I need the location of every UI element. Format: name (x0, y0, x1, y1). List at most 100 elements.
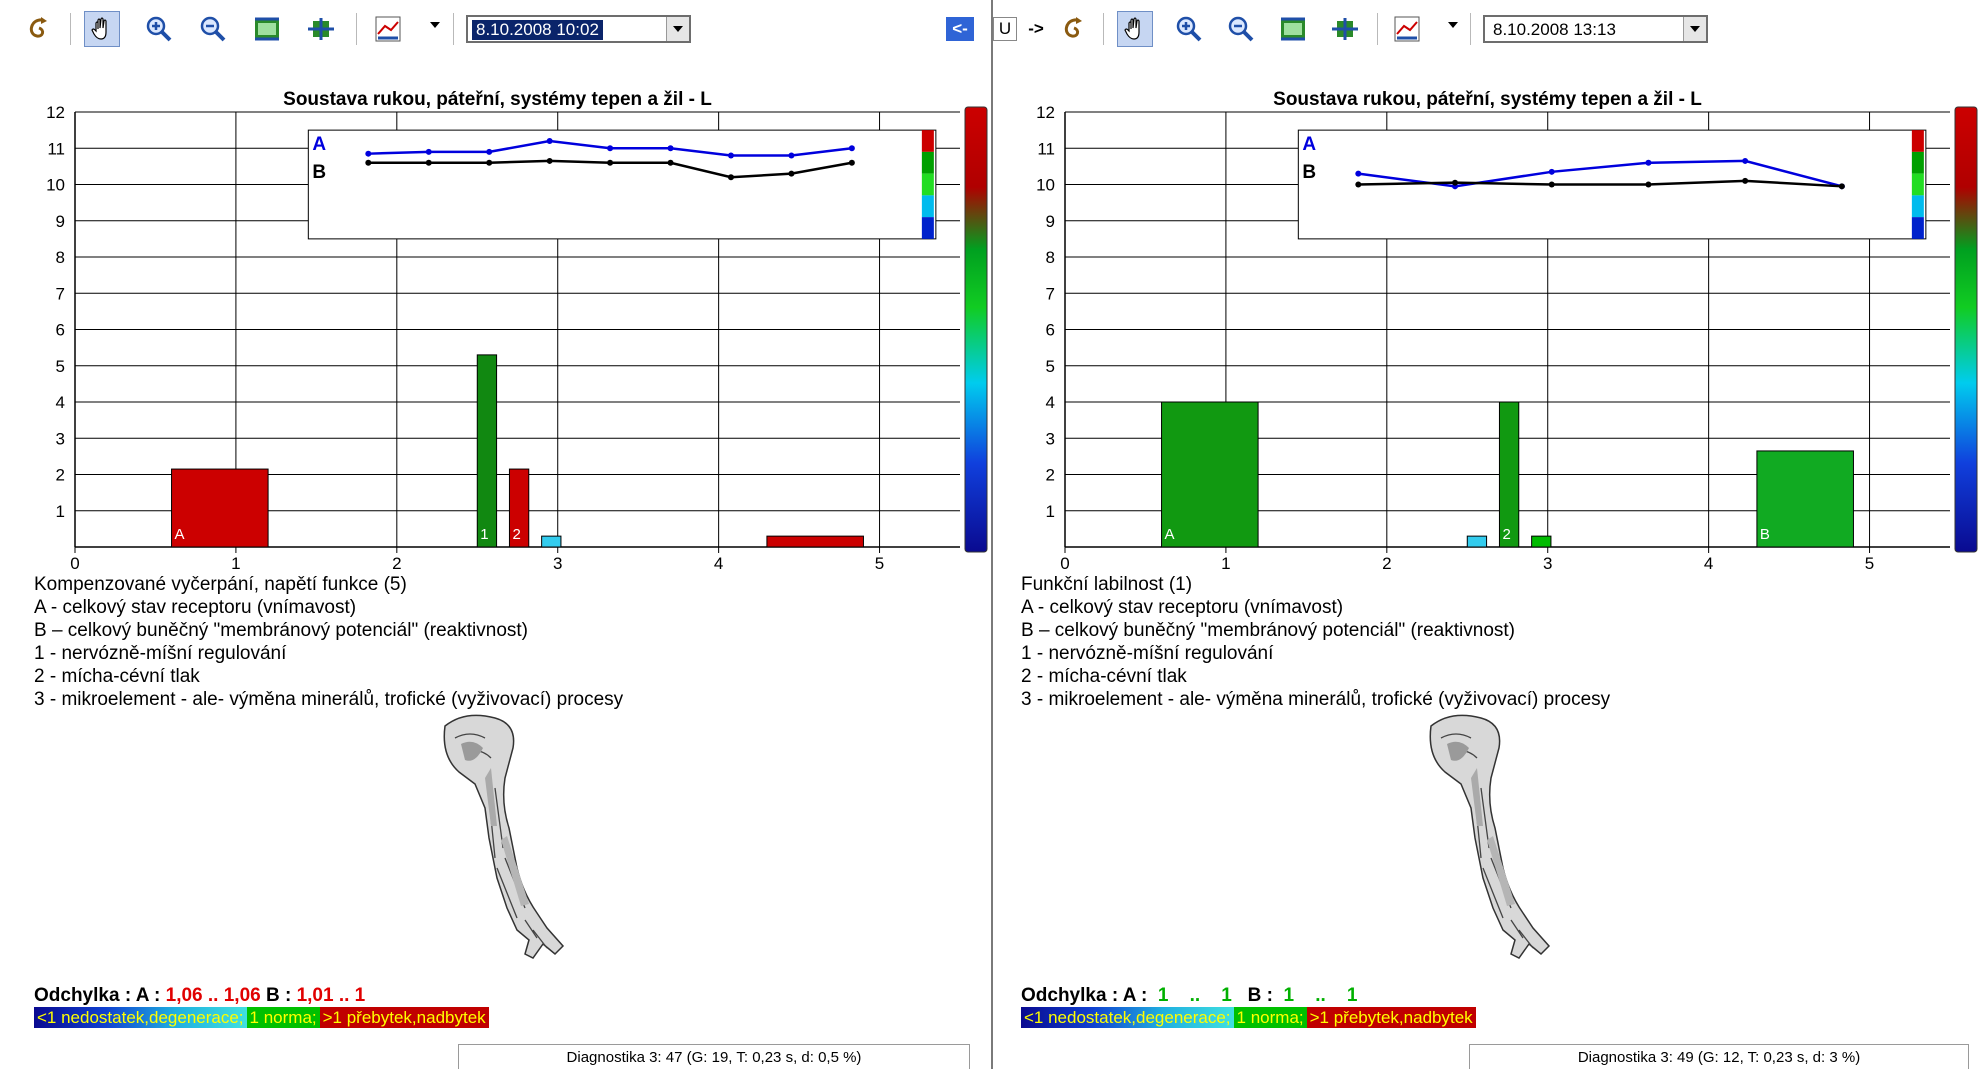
inset-point (788, 170, 795, 177)
y-tick-label: 9 (1046, 212, 1055, 231)
legend-high: >1 přebytek,nadbytek (319, 1007, 489, 1028)
right-datetime-value: 8.10.2008 13:13 (1493, 20, 1616, 39)
undo-icon[interactable] (1055, 11, 1091, 47)
right-deviation-b-label: B : (1231, 985, 1273, 1006)
x-tick-label: 1 (231, 554, 240, 570)
right-datetime-select[interactable]: 8.10.2008 13:13 (1483, 15, 1708, 43)
left-line-a: A - celkový stav receptoru (vnímavost) (34, 597, 357, 618)
inset-point (1452, 179, 1459, 186)
inset-point (1548, 168, 1555, 175)
right-pane: U -> 8.10.2008 13:13 So (993, 0, 1980, 1069)
left-deviation-b: 1,01 .. 1 (291, 985, 366, 1006)
chevron-down-icon[interactable] (666, 17, 689, 41)
y-tick-label: 12 (1036, 103, 1055, 122)
x-tick-label: 2 (392, 554, 401, 570)
left-chart: Soustava rukou, páteřní, systémy tepen a… (0, 85, 991, 570)
bar (476, 354, 498, 548)
legend-high: >1 přebytek,nadbytek (1306, 1007, 1476, 1028)
inset-colorbar-segment (1911, 195, 1924, 218)
y-tick-label: 2 (1046, 466, 1055, 485)
fit-horizontal-icon[interactable] (303, 11, 339, 47)
inset-point (1742, 177, 1749, 184)
y-tick-label: 5 (1046, 357, 1055, 376)
inset-point (425, 159, 432, 166)
left-datetime-select[interactable]: 8.10.2008 10:02 (466, 15, 691, 43)
x-tick-label: 0 (1060, 554, 1069, 570)
y-tick-label: 7 (1046, 284, 1055, 303)
inset-point (1838, 183, 1845, 190)
sync-button[interactable]: U (993, 17, 1017, 41)
zoom-out-icon[interactable] (1223, 11, 1259, 47)
zoom-in-icon[interactable] (141, 11, 177, 47)
legend-norm: 1 norma; (1233, 1007, 1307, 1028)
zoom-out-icon[interactable] (195, 11, 231, 47)
bar (541, 535, 562, 548)
right-status-panel: Diagnostika 3: 49 (G: 12, T: 0,23 s, d: … (1469, 1044, 1969, 1069)
right-line-b: B – celkový buněčný "membránový potenciá… (1021, 620, 1515, 641)
chart-settings-dropdown-icon[interactable] (1448, 22, 1458, 28)
left-description: Kompenzované vyčerpání, napětí funkce (5… (34, 573, 623, 711)
zoom-in-icon[interactable] (1171, 11, 1207, 47)
legend-norm: 1 norma; (246, 1007, 320, 1028)
y-tick-label: 1 (56, 502, 65, 521)
x-tick-label: 4 (714, 554, 723, 570)
y-tick-label: 3 (56, 429, 65, 448)
chart-settings-icon[interactable] (1389, 11, 1425, 47)
right-line-a: A - celkový stav receptoru (vnímavost) (1021, 597, 1344, 618)
inset-colorbar-segment (1911, 217, 1924, 239)
right-line-2: 2 - mícha-cévní tlak (1021, 666, 1187, 687)
next-button[interactable]: -> (1028, 19, 1044, 38)
fit-horizontal-icon[interactable] (1327, 11, 1363, 47)
bar-label: 1 (480, 526, 488, 543)
bar (1756, 450, 1854, 548)
inset-colorbar-segment (921, 173, 934, 196)
inset-series-line (1358, 179, 1842, 188)
inset-series-label: B (1302, 162, 1316, 183)
right-line-3: 3 - mikroelement - ale- výměna minerálů,… (1021, 689, 1611, 710)
prev-button[interactable]: <- (946, 17, 974, 41)
pan-hand-icon[interactable] (84, 11, 120, 47)
inset-point (546, 157, 553, 164)
inset-colorbar-segment (921, 217, 934, 239)
y-tick-label: 7 (56, 284, 65, 303)
chevron-down-icon[interactable] (1683, 17, 1706, 41)
bar (171, 468, 269, 548)
left-legend-bar: <1 nedostatek,degenerace; 1 norma; >1 př… (34, 1007, 489, 1028)
y-tick-label: 11 (47, 139, 65, 158)
inset-point (607, 145, 614, 152)
inset-point (1548, 181, 1555, 188)
inset-panel (307, 129, 937, 240)
left-status-panel: Diagnostika 3: 47 (G: 19, T: 0,23 s, d: … (458, 1044, 970, 1069)
fit-vertical-icon[interactable] (1275, 11, 1311, 47)
inset-point (365, 150, 372, 157)
inset-series-label: B (312, 162, 326, 183)
chart-settings-icon[interactable] (370, 11, 406, 47)
bar-label: A (1165, 526, 1175, 543)
left-line-1: 1 - nervózně-míšní regulování (34, 643, 287, 664)
right-deviation-b: 1 .. 1 (1273, 985, 1358, 1006)
right-chart-svg: Soustava rukou, páteřní, systémy tepen a… (1036, 89, 1978, 570)
fit-vertical-icon[interactable] (249, 11, 285, 47)
y-tick-label: 6 (1046, 321, 1055, 340)
y-tick-label: 4 (1046, 393, 1055, 412)
inset-point (546, 138, 553, 144)
y-tick-label: 8 (1046, 248, 1055, 267)
inset-point (425, 148, 432, 155)
left-toolbar: 8.10.2008 10:02 <- (0, 0, 991, 58)
left-pane: 8.10.2008 10:02 <- Soustava rukou, páteř… (0, 0, 993, 1069)
right-legend-bar: <1 nedostatek,degenerace; 1 norma; >1 př… (1021, 1007, 1476, 1028)
inset-colorbar-segment (1911, 173, 1924, 196)
arm-anatomy-image (425, 708, 595, 968)
inset-point (1742, 157, 1749, 164)
inset-colorbar-segment (921, 151, 934, 174)
pan-hand-icon[interactable] (1117, 11, 1153, 47)
x-tick-label: 0 (70, 554, 79, 570)
y-tick-label: 6 (56, 321, 65, 340)
y-tick-label: 5 (56, 357, 65, 376)
bar (766, 535, 864, 548)
chart-settings-dropdown-icon[interactable] (430, 22, 440, 28)
inset-point (486, 148, 493, 155)
right-deviation-label: Odchylka : A : (1021, 985, 1148, 1006)
x-tick-label: 5 (875, 554, 884, 570)
undo-icon[interactable] (20, 11, 56, 47)
